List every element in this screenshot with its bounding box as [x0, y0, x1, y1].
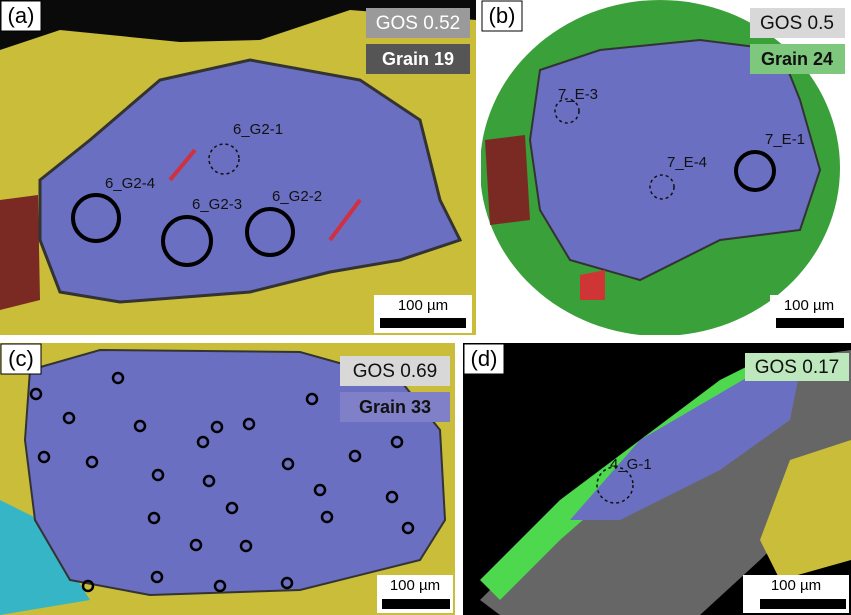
- panel-label: (d): [471, 346, 498, 371]
- spot-label: 6_G2-4: [105, 175, 155, 192]
- panel-label: (b): [489, 3, 516, 28]
- panel-label: (a): [8, 3, 35, 28]
- panel-label: (c): [8, 346, 34, 371]
- spot-label: 7_E-3: [558, 86, 598, 103]
- panel-c: GOS 0.69 Grain 33 100 µm (c): [0, 343, 455, 615]
- figure: 6_G2-1 6_G2-4 6_G2-3 6_G2-2 GOS 0.52 Gra…: [0, 0, 851, 615]
- spot-label: 6_G2-3: [192, 196, 242, 213]
- grain-neighbor: [0, 195, 40, 310]
- gos-label: GOS 0.5: [760, 13, 834, 34]
- gos-label: GOS 0.69: [353, 361, 438, 382]
- grain-label: Grain 33: [359, 397, 431, 417]
- scale-bar: [776, 318, 844, 328]
- grain-label: Grain 19: [382, 49, 454, 69]
- scale-label: 100 µm: [390, 577, 440, 594]
- scale-label: 100 µm: [784, 297, 834, 314]
- scale-label: 100 µm: [398, 297, 448, 314]
- spot-label: 6_G2-2: [272, 188, 322, 205]
- scale-bar: [760, 599, 846, 609]
- spot-label: 7_E-1: [765, 131, 805, 148]
- gos-label: GOS 0.52: [376, 13, 461, 34]
- spot-label: 4_G-1: [610, 456, 652, 473]
- scale-bar: [382, 599, 450, 609]
- grain: [25, 350, 445, 595]
- panel-d: 4_G-1 GOS 0.17 100 µm (d): [463, 343, 851, 615]
- scale-bar: [380, 318, 466, 328]
- gos-label: GOS 0.17: [755, 357, 840, 378]
- panel-b: 7_E-3 7_E-1 7_E-4 GOS 0.5 Grain 24 100 µ…: [480, 0, 851, 336]
- grain-neighbor: [485, 135, 530, 225]
- spot-label: 6_G2-1: [233, 121, 283, 138]
- grain-label: Grain 24: [761, 49, 833, 69]
- scale-label: 100 µm: [771, 577, 821, 594]
- grain-neighbor: [580, 270, 605, 300]
- spot-label: 7_E-4: [667, 154, 707, 171]
- panel-a: 6_G2-1 6_G2-4 6_G2-3 6_G2-2 GOS 0.52 Gra…: [0, 0, 476, 335]
